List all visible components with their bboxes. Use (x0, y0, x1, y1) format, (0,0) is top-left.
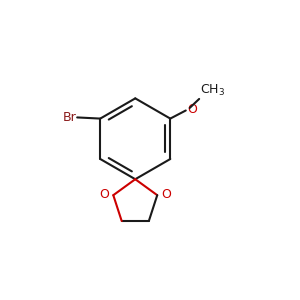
Text: O: O (188, 103, 197, 116)
Text: Br: Br (62, 111, 76, 124)
Text: O: O (161, 188, 171, 201)
Text: O: O (100, 188, 110, 201)
Text: CH$_3$: CH$_3$ (200, 83, 225, 98)
